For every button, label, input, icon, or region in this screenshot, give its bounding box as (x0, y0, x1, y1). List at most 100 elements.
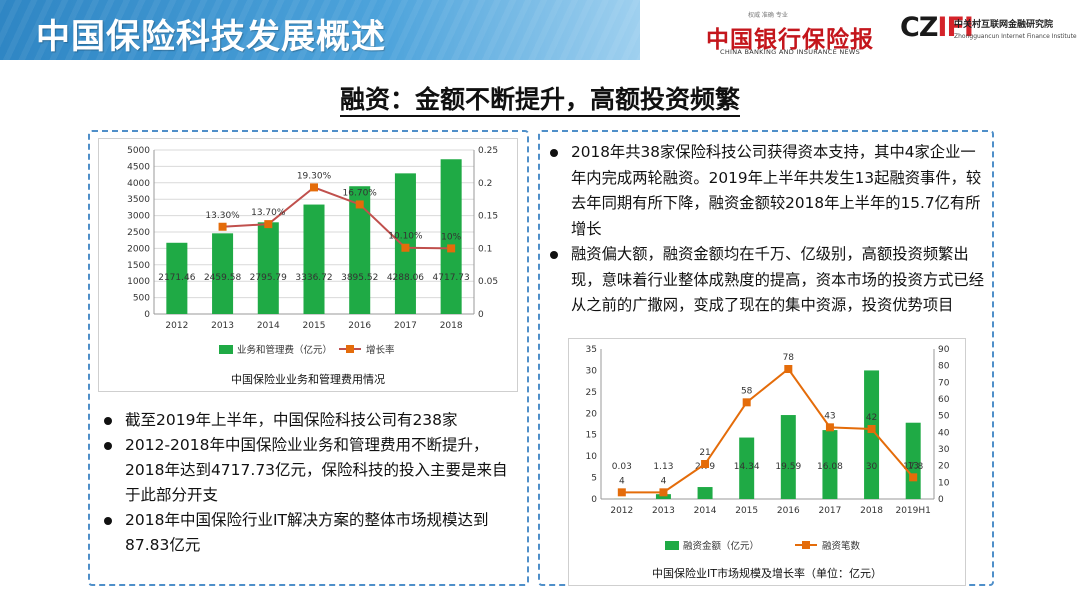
right-panel: 2018年共38家保险科技公司获得资本支持，其中4家企业一年内完成两轮融资。20… (538, 130, 994, 586)
bar-data-label: 17.8 (903, 462, 923, 472)
czifi-logo: CZIFI 中关村互联网金融研究院 Zhongguancun Internet … (900, 12, 1077, 52)
y-tick-label-left: 4500 (127, 162, 150, 172)
legend-line-label: 融资笔数 (822, 540, 861, 552)
line-data-label: 13 (907, 461, 918, 471)
bar-data-label: 3336.72 (295, 273, 332, 283)
bar-data-label: 4288.06 (387, 273, 424, 283)
y-tick-label-left: 2500 (127, 228, 150, 238)
y-tick-label-left: 10 (586, 452, 598, 462)
line-data-label: 13.70% (251, 208, 286, 218)
list-item: 截至2019年上半年，中国保险科技公司有238家 (98, 408, 508, 433)
y-tick-label-right: 0.05 (478, 277, 498, 287)
y-tick-label-right: 0.1 (478, 244, 492, 254)
x-tick-label: 2015 (303, 321, 326, 331)
bar-data-label: 4717.73 (433, 273, 470, 283)
y-tick-label-right: 30 (938, 445, 950, 455)
bar-data-label: 19.59 (775, 462, 801, 472)
x-tick-label: 2014 (257, 321, 280, 331)
y-tick-label-left: 15 (586, 431, 597, 441)
financing-chart: 0 5 10 15 20 25 30 35 0 10 20 30 40 50 60 70 80 90 2012 201… (586, 345, 950, 580)
bar-data-label: 3895.52 (341, 273, 378, 283)
y-tick-label-left: 5 (591, 474, 597, 484)
header-banner: 中国保险科技发展概述 (0, 0, 640, 60)
series-line (621, 367, 914, 494)
y-tick-label-right: 0.2 (478, 179, 492, 189)
chart-title: 中国保险业业务和管理费用情况 (231, 372, 385, 386)
line-marker (825, 423, 834, 432)
bar (655, 494, 671, 499)
page-title: 中国保险科技发展概述 (36, 17, 386, 57)
list-item: 2012-2018年中国保险业业务和管理费用不断提升，2018年达到4717.7… (98, 433, 508, 508)
x-tick-label: 2015 (735, 506, 758, 516)
line-marker (701, 460, 710, 468)
x-tick-label: 2018 (860, 506, 883, 516)
czifi-name: 中关村互联网金融研究院 (954, 20, 1054, 30)
slide-subtitle: 融资：金额不断提升，高额投资频繁 (0, 80, 1080, 117)
bar (822, 430, 838, 499)
x-tick-label: 2017 (394, 321, 417, 331)
cbin-tagline: 权威 准确 专业 (748, 12, 788, 19)
legend-bar-swatch (665, 541, 679, 550)
cbin-logo: 权威 准确 专业 中国银行保险报 CHINA BANKING AND INSUR… (706, 10, 906, 56)
y-tick-label-right: 0 (478, 310, 484, 320)
y-tick-label-left: 5000 (127, 146, 150, 156)
y-tick-label-right: 40 (938, 428, 950, 438)
expense-chart-frame: 0 500 1000 1500 2000 2500 3000 3500 4000 4500 5000… (98, 138, 518, 392)
line-data-label: 4 (619, 476, 625, 486)
y-tick-label-left: 1000 (127, 277, 150, 287)
x-tick-label: 2012 (610, 506, 633, 516)
list-item: 2018年中国保险行业IT解决方案的整体市场规模达到87.83亿元 (98, 508, 508, 558)
line-data-label: 19.30% (297, 171, 332, 181)
bar-data-label: 0.03 (612, 462, 632, 472)
right-bullet-list: 2018年共38家保险科技公司获得资本支持，其中4家企业一年内完成两轮融资。20… (544, 140, 988, 319)
line-marker (659, 488, 668, 497)
y-tick-label-right: 90 (938, 345, 950, 355)
czifi-english: Zhongguancun Internet Finance Institute (954, 33, 1077, 40)
chart-title: 中国保险业IT市场规模及增长率（单位：亿元） (652, 566, 882, 580)
y-tick-label-left: 30 (586, 366, 598, 376)
x-tick-label: 2012 (165, 321, 188, 331)
y-tick-label-left: 500 (133, 294, 150, 304)
line-marker (784, 365, 793, 373)
line-marker (447, 244, 456, 253)
y-tick-label-right: 10 (938, 478, 950, 488)
x-tick-label: 2016 (348, 321, 371, 331)
y-tick-label-left: 2000 (127, 244, 150, 254)
czifi-mark: CZIFI (900, 12, 974, 43)
y-tick-label-left: 25 (586, 388, 597, 398)
expense-chart: 0 500 1000 1500 2000 2500 3000 3500 4000 4500 5000… (127, 146, 498, 386)
y-tick-label-left: 1500 (127, 261, 150, 271)
line-marker (310, 183, 318, 192)
y-tick-label-left: 0 (144, 310, 150, 320)
bar-data-label: 16.08 (817, 462, 843, 472)
x-tick-label: 2018 (440, 321, 463, 331)
line-data-label: 21 (699, 448, 710, 458)
bar-data-label: 30 (866, 462, 878, 472)
line-marker (867, 425, 876, 433)
bar (349, 186, 371, 314)
y-tick-label-right: 70 (938, 378, 950, 388)
y-tick-label-left: 3500 (127, 195, 150, 205)
cbin-name: 中国银行保险报 (706, 26, 874, 53)
legend-bar-swatch (219, 345, 233, 354)
y-tick-label-right: 50 (938, 412, 950, 422)
line-marker (355, 200, 364, 209)
series-line (222, 186, 452, 250)
bar (212, 233, 234, 314)
line-data-label: 43 (824, 411, 835, 421)
x-tick-label: 2017 (818, 506, 841, 516)
legend-line-label: 增长率 (366, 344, 395, 356)
y-tick-label-right: 60 (938, 395, 950, 405)
legend-bar-label: 业务和管理费（亿元） (237, 344, 332, 356)
line-data-label: 13.30% (205, 211, 240, 221)
left-bullet-list: 截至2019年上半年，中国保险科技公司有238家 2012-2018年中国保险业… (98, 408, 508, 558)
line-data-label: 10.10% (388, 232, 423, 242)
bar (697, 487, 713, 499)
bar-data-label: 1.13 (653, 462, 673, 472)
bar (166, 242, 188, 314)
y-tick-label-left: 4000 (127, 179, 150, 189)
list-item: 2018年共38家保险科技公司获得资本支持，其中4家企业一年内完成两轮融资。20… (544, 140, 988, 242)
left-panel: 0 500 1000 1500 2000 2500 3000 3500 4000 4500 5000… (88, 130, 529, 586)
line-marker (617, 488, 626, 497)
bar-data-label: 14.34 (734, 462, 760, 472)
